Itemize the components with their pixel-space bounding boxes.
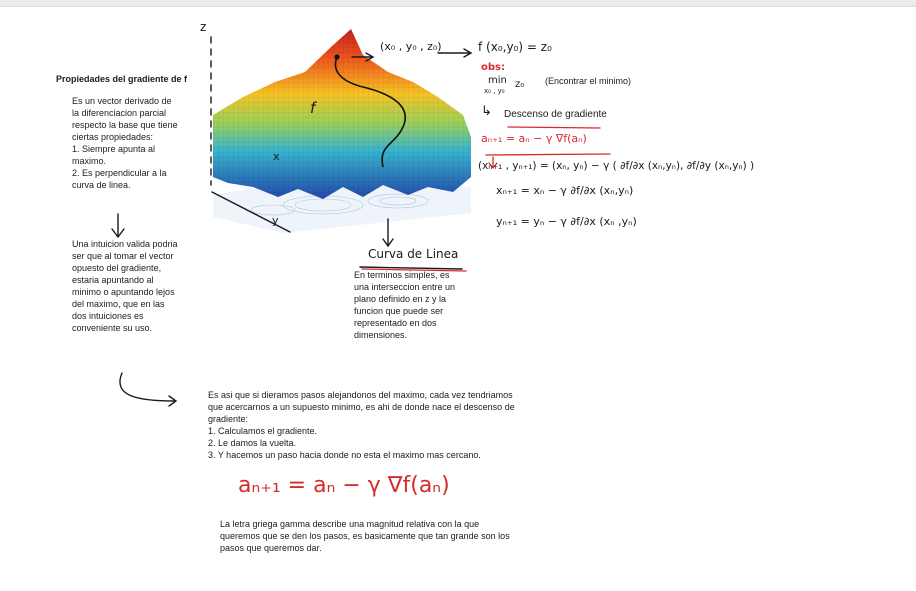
text-line: La letra griega gamma describe una magni… (220, 519, 480, 529)
gradient-properties-text: Es un vector derivado de la diferenciaci… (72, 95, 178, 191)
descent-heading: Descenso de gradiente (504, 109, 607, 120)
text-line: dos intuiciones es (72, 311, 144, 321)
point-label: (x₀ , y₀ , z₀) (380, 40, 442, 53)
descent-paragraph: Es asi que si dieramos pasos alejandonos… (208, 389, 515, 461)
vector-equation: (xₙ₊₁ , yₙ₊₁) = (xₙ, yₙ) − γ ( ∂f/∂x (xₙ… (478, 160, 755, 172)
text-line: dimensiones. (354, 330, 408, 340)
z0-label: z₀ (515, 79, 525, 90)
function-value-eq: f (x₀,y₀) = z₀ (478, 40, 552, 54)
min-label: min (488, 75, 507, 86)
axis-label-z: z (200, 20, 207, 34)
text-line: minimo o apuntando lejos (72, 287, 175, 297)
text-line: plano definido en z y la (354, 294, 447, 304)
function-label: f (310, 99, 316, 117)
step-item: 3. Y hacemos un paso hacia donde no esta… (208, 450, 481, 460)
note-canvas[interactable]: Propiedades del gradiente de f Es un vec… (0, 7, 916, 584)
find-min-text: (Encontrar el minimo) (545, 76, 632, 86)
update-rule-red: aₙ₊₁ = aₙ − γ ∇f(aₙ) (481, 132, 587, 145)
text-line: respecto la base que tiene (72, 120, 178, 130)
intuition-text: Una intuicion valida podria ser que al t… (72, 238, 178, 334)
surface-plot-graphic (213, 29, 471, 233)
start-point (334, 54, 340, 60)
text-line: estaria apuntando al (72, 275, 154, 285)
text-line: Es un vector derivado de (72, 96, 172, 106)
text-line: representado en dos (354, 318, 437, 328)
text-line: ser que al tomar el vector (72, 251, 174, 261)
text-line: queremos que se den los pasos, es basica… (220, 531, 510, 541)
hook-arrow: ↳ (481, 104, 492, 119)
gamma-note: La letra griega gamma describe una magni… (220, 518, 510, 554)
level-curve-label: Curva de Linea (368, 247, 459, 261)
step-item: 2. Le damos la vuelta. (208, 438, 297, 448)
axis-label-x: x (273, 150, 280, 163)
descent-path (334, 56, 406, 168)
text-line: maximo. (72, 156, 107, 166)
level-curve-text: En terminos simples, es una interseccion… (354, 269, 455, 341)
text-line: Es asi que si dieramos pasos alejandonos… (208, 390, 513, 400)
section-title: Propiedades del gradiente de f (56, 74, 188, 84)
text-line: ciertas propiedades: (72, 132, 154, 142)
min-subscript: x₀ , y₀ (484, 87, 505, 95)
axis-label-y: y (272, 214, 279, 227)
text-line: Una intuicion valida podria (72, 239, 178, 249)
text-line: una interseccion entre un (354, 282, 456, 292)
text-line: pasos que queremos dar. (220, 543, 322, 553)
text-line: En terminos simples, es (354, 270, 450, 280)
text-line: curva de linea. (72, 180, 131, 190)
obs-label: obs: (481, 62, 505, 73)
text-line: gradiente: (208, 414, 249, 424)
y-update-eq: yₙ₊₁ = yₙ − γ ∂f/∂x (xₙ ,yₙ) (496, 215, 637, 228)
text-line: que acercarnos a un supuesto minimo, es … (208, 402, 515, 412)
top-toolbar-strip (0, 0, 916, 7)
text-line: 2. Es perpendicular a la (72, 168, 167, 178)
surface-plot-image (213, 27, 471, 240)
gradient-descent-formula: aₙ₊₁ = aₙ − γ ∇f(aₙ) (238, 473, 450, 498)
text-line: 1. Siempre apunta al (72, 144, 156, 154)
x-update-eq: xₙ₊₁ = xₙ − γ ∂f/∂x (xₙ,yₙ) (496, 184, 634, 197)
text-line: opuesto del gradiente, (72, 263, 162, 273)
step-item: 1. Calculamos el gradiente. (208, 426, 318, 436)
text-line: del maximo, que en las (72, 299, 165, 309)
text-line: funcion que puede ser (354, 306, 444, 316)
text-line: conveniente su uso. (72, 323, 153, 333)
text-line: la diferenciacion parcial (72, 108, 167, 118)
